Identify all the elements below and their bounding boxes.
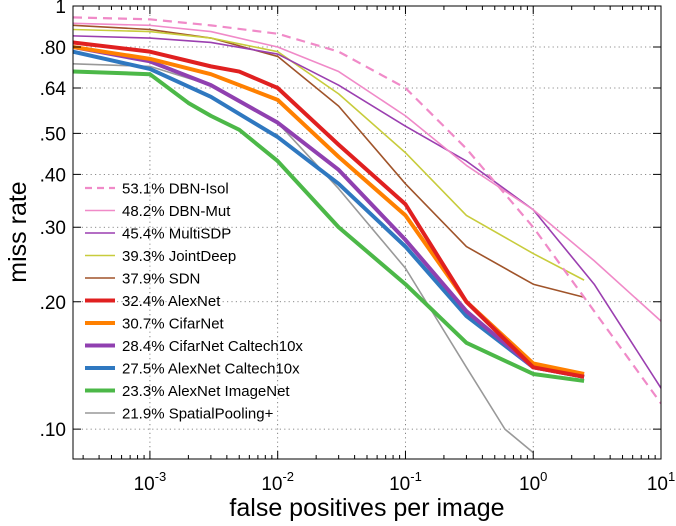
y-tick-label: 1 [55, 0, 66, 18]
legend-label-8: 27.5% AlexNet Caltech10x [122, 361, 300, 378]
y-tick-label: .20 [40, 293, 66, 314]
x-tick-label: 10-2 [261, 469, 294, 495]
x-tick-exponent: 0 [540, 469, 547, 484]
series-line-9 [73, 69, 585, 383]
x-tick-exponent: -2 [282, 469, 294, 484]
series-line-10 [73, 63, 534, 454]
y-tick-label: .50 [40, 124, 66, 145]
legend-label-4: 37.9% SDN [122, 271, 200, 288]
y-tick-label: .40 [40, 165, 66, 186]
y-tick-label: .10 [40, 420, 66, 441]
x-tick-exponent: -1 [410, 469, 422, 484]
series-line-1 [73, 22, 661, 322]
legend: 53.1% DBN-Isol 48.2% DBN-Mut 45.4% MultiSD… [85, 181, 303, 423]
series-line-7 [73, 45, 585, 379]
series-line-3 [73, 28, 585, 281]
y-axis-label: miss rate [4, 181, 32, 282]
series-line-2 [73, 35, 661, 389]
x-tick-base: 10 [519, 474, 540, 495]
x-axis-label: false positives per image [229, 494, 504, 522]
y-tick-label: .64 [40, 79, 67, 100]
x-tick-label: 10-3 [134, 469, 167, 495]
y-tick-label: .80 [40, 38, 66, 59]
series-line-5 [73, 40, 585, 379]
x-tick-base: 10 [261, 474, 282, 495]
x-tick-base: 10 [647, 474, 668, 495]
legend-label-2: 45.4% MultiSDP [122, 226, 231, 243]
y-tick-label: .30 [40, 218, 66, 239]
legend-label-5: 32.4% AlexNet [122, 293, 221, 310]
legend-label-10: 21.9% SpatialPooling+ [122, 406, 274, 423]
series-line-0 [73, 16, 661, 405]
legend-label-6: 30.7% CifarNet [122, 316, 225, 333]
x-tick-label: 10-1 [389, 469, 422, 495]
legend-label-9: 23.3% AlexNet ImageNet [122, 383, 290, 400]
legend-label-3: 39.3% JointDeep [122, 248, 236, 265]
legend-label-7: 28.4% CifarNet Caltech10x [122, 338, 303, 355]
x-tick-label: 101 [647, 469, 675, 495]
series-line-4 [73, 24, 585, 298]
x-tick-exponent: -3 [155, 469, 167, 484]
x-tick-label: 100 [519, 469, 547, 495]
x-tick-base: 10 [134, 474, 155, 495]
series-layer [73, 16, 661, 454]
x-tick-exponent: 1 [668, 469, 675, 484]
legend-label-0: 53.1% DBN-Isol [122, 181, 229, 198]
legend-label-1: 48.2% DBN-Mut [122, 203, 231, 220]
x-tick-base: 10 [389, 474, 410, 495]
